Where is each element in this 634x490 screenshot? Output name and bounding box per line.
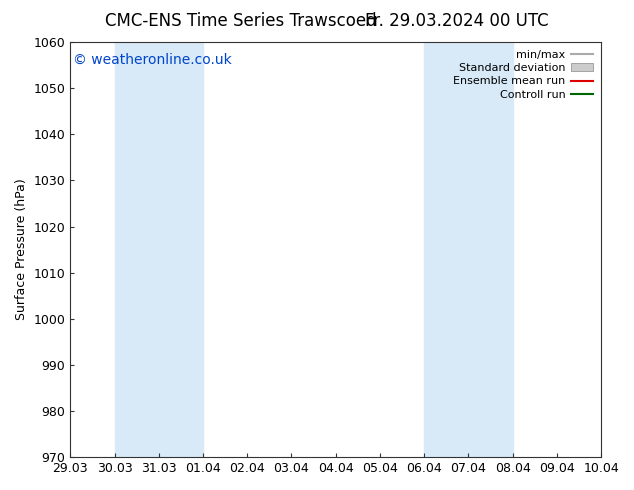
- Bar: [115, 42, 203, 457]
- Text: CMC-ENS Time Series Trawscoed: CMC-ENS Time Series Trawscoed: [105, 12, 377, 30]
- Text: Fr. 29.03.2024 00 UTC: Fr. 29.03.2024 00 UTC: [365, 12, 548, 30]
- Text: © weatheronline.co.uk: © weatheronline.co.uk: [73, 52, 231, 67]
- Bar: [424, 42, 513, 457]
- Y-axis label: Surface Pressure (hPa): Surface Pressure (hPa): [15, 179, 28, 320]
- Legend: min/max, Standard deviation, Ensemble mean run, Controll run: min/max, Standard deviation, Ensemble me…: [449, 46, 598, 104]
